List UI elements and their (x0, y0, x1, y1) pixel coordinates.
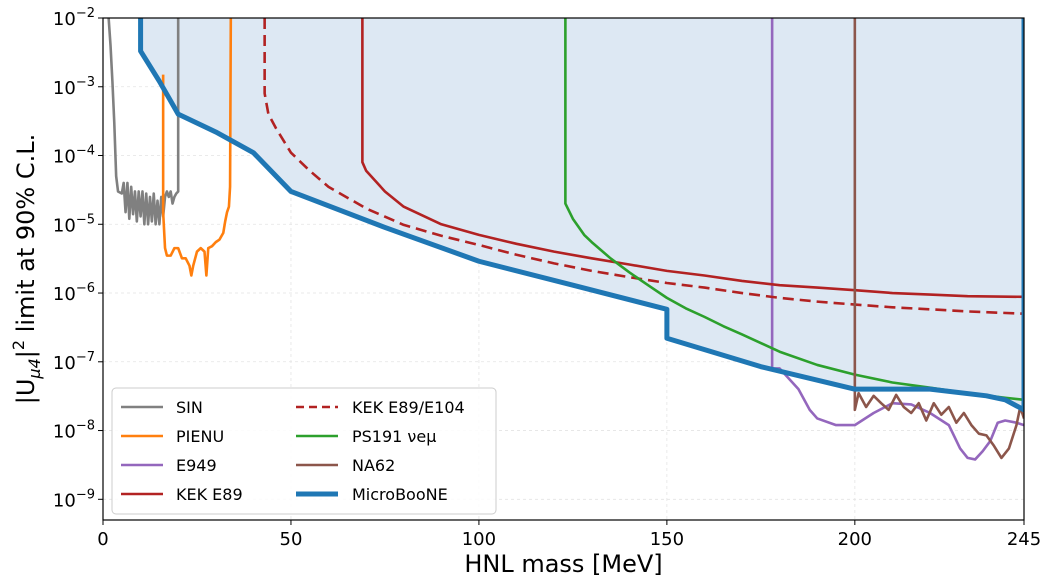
legend-box (111, 387, 497, 515)
legend-label-ps191-e: PS191 νeμ (352, 427, 436, 446)
y-axis-title: |Uμ4|2 limit at 90% C.L. (9, 134, 44, 404)
y-tick-label: 10−2 (53, 6, 95, 30)
y-tick-label: 10−6 (53, 281, 95, 305)
axes: 0 50 100 150 200 245 10−9 10−8 10−7 10−6 10−5 10−4 1… (53, 6, 1041, 550)
legend-label-na62: NA62 (352, 456, 395, 475)
x-tick-label: 200 (838, 529, 872, 550)
legend: SIN PIENU E949 KEK E89 KEK E89/E104 PS191 νeμ… (111, 387, 497, 515)
y-tick-label: 10−7 (53, 350, 95, 374)
legend-label-kek-e89-e104: KEK E89/E104 (352, 398, 465, 417)
x-tick-label: 100 (462, 529, 496, 550)
x-tick-label: 245 (1007, 529, 1041, 550)
y-tick-label: 10−5 (53, 212, 95, 236)
legend-label-kek-e89: KEK E89 (176, 485, 243, 504)
x-axis-title: HNL mass [MeV] (464, 550, 662, 578)
y-axis-title-sup: 2 (9, 340, 28, 350)
legend-label-sin: SIN (176, 398, 203, 417)
series-line-sin (107, 18, 180, 226)
series-line-kek-e89 (361, 18, 1024, 299)
y-tick-label: 10−3 (53, 75, 95, 99)
series-line-pienu (161, 18, 233, 277)
series-line-na62 (853, 18, 1024, 460)
series-line-microboone (138, 18, 1024, 413)
x-tick-label: 150 (650, 529, 684, 550)
legend-label-pienu: PIENU (176, 427, 224, 446)
y-tick-label: 10−4 (53, 144, 95, 168)
y-axis-title-bar: | (12, 350, 40, 358)
plot-frame (102, 17, 1025, 521)
y-tick-label: 10−8 (53, 419, 95, 443)
series-line-ps191-e (564, 18, 1024, 402)
y-axis-title-sub: μ4 (25, 358, 44, 379)
series-layer (107, 18, 1024, 461)
legend-label-e949: E949 (176, 456, 217, 475)
legend-label-microboone: MicroBooNE (352, 485, 448, 504)
y-tick-label: 10−9 (53, 487, 95, 511)
x-tick-label: 0 (97, 529, 108, 550)
x-tick-label: 50 (280, 529, 303, 550)
y-axis-title-post: limit at 90% C.L. (12, 134, 40, 340)
y-axis-title-pre: |U (12, 379, 40, 405)
